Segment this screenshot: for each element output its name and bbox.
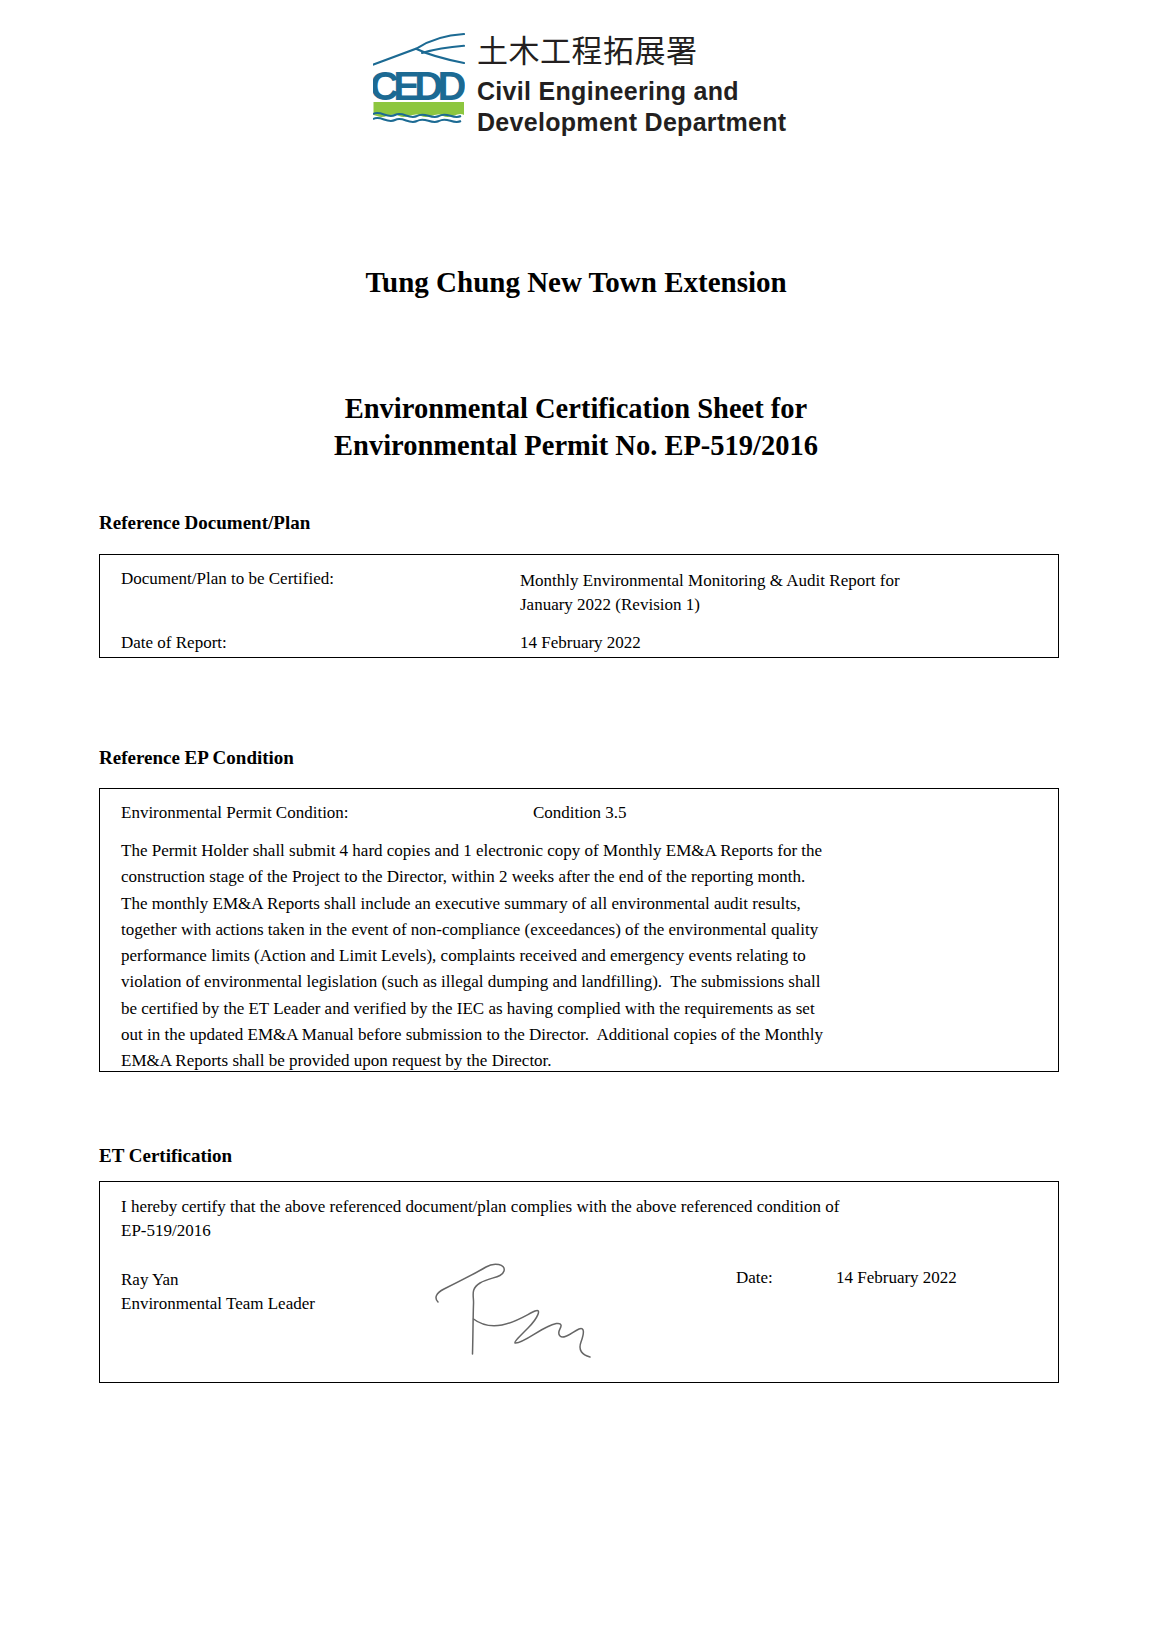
svg-text:CEDD: CEDD	[373, 64, 465, 108]
